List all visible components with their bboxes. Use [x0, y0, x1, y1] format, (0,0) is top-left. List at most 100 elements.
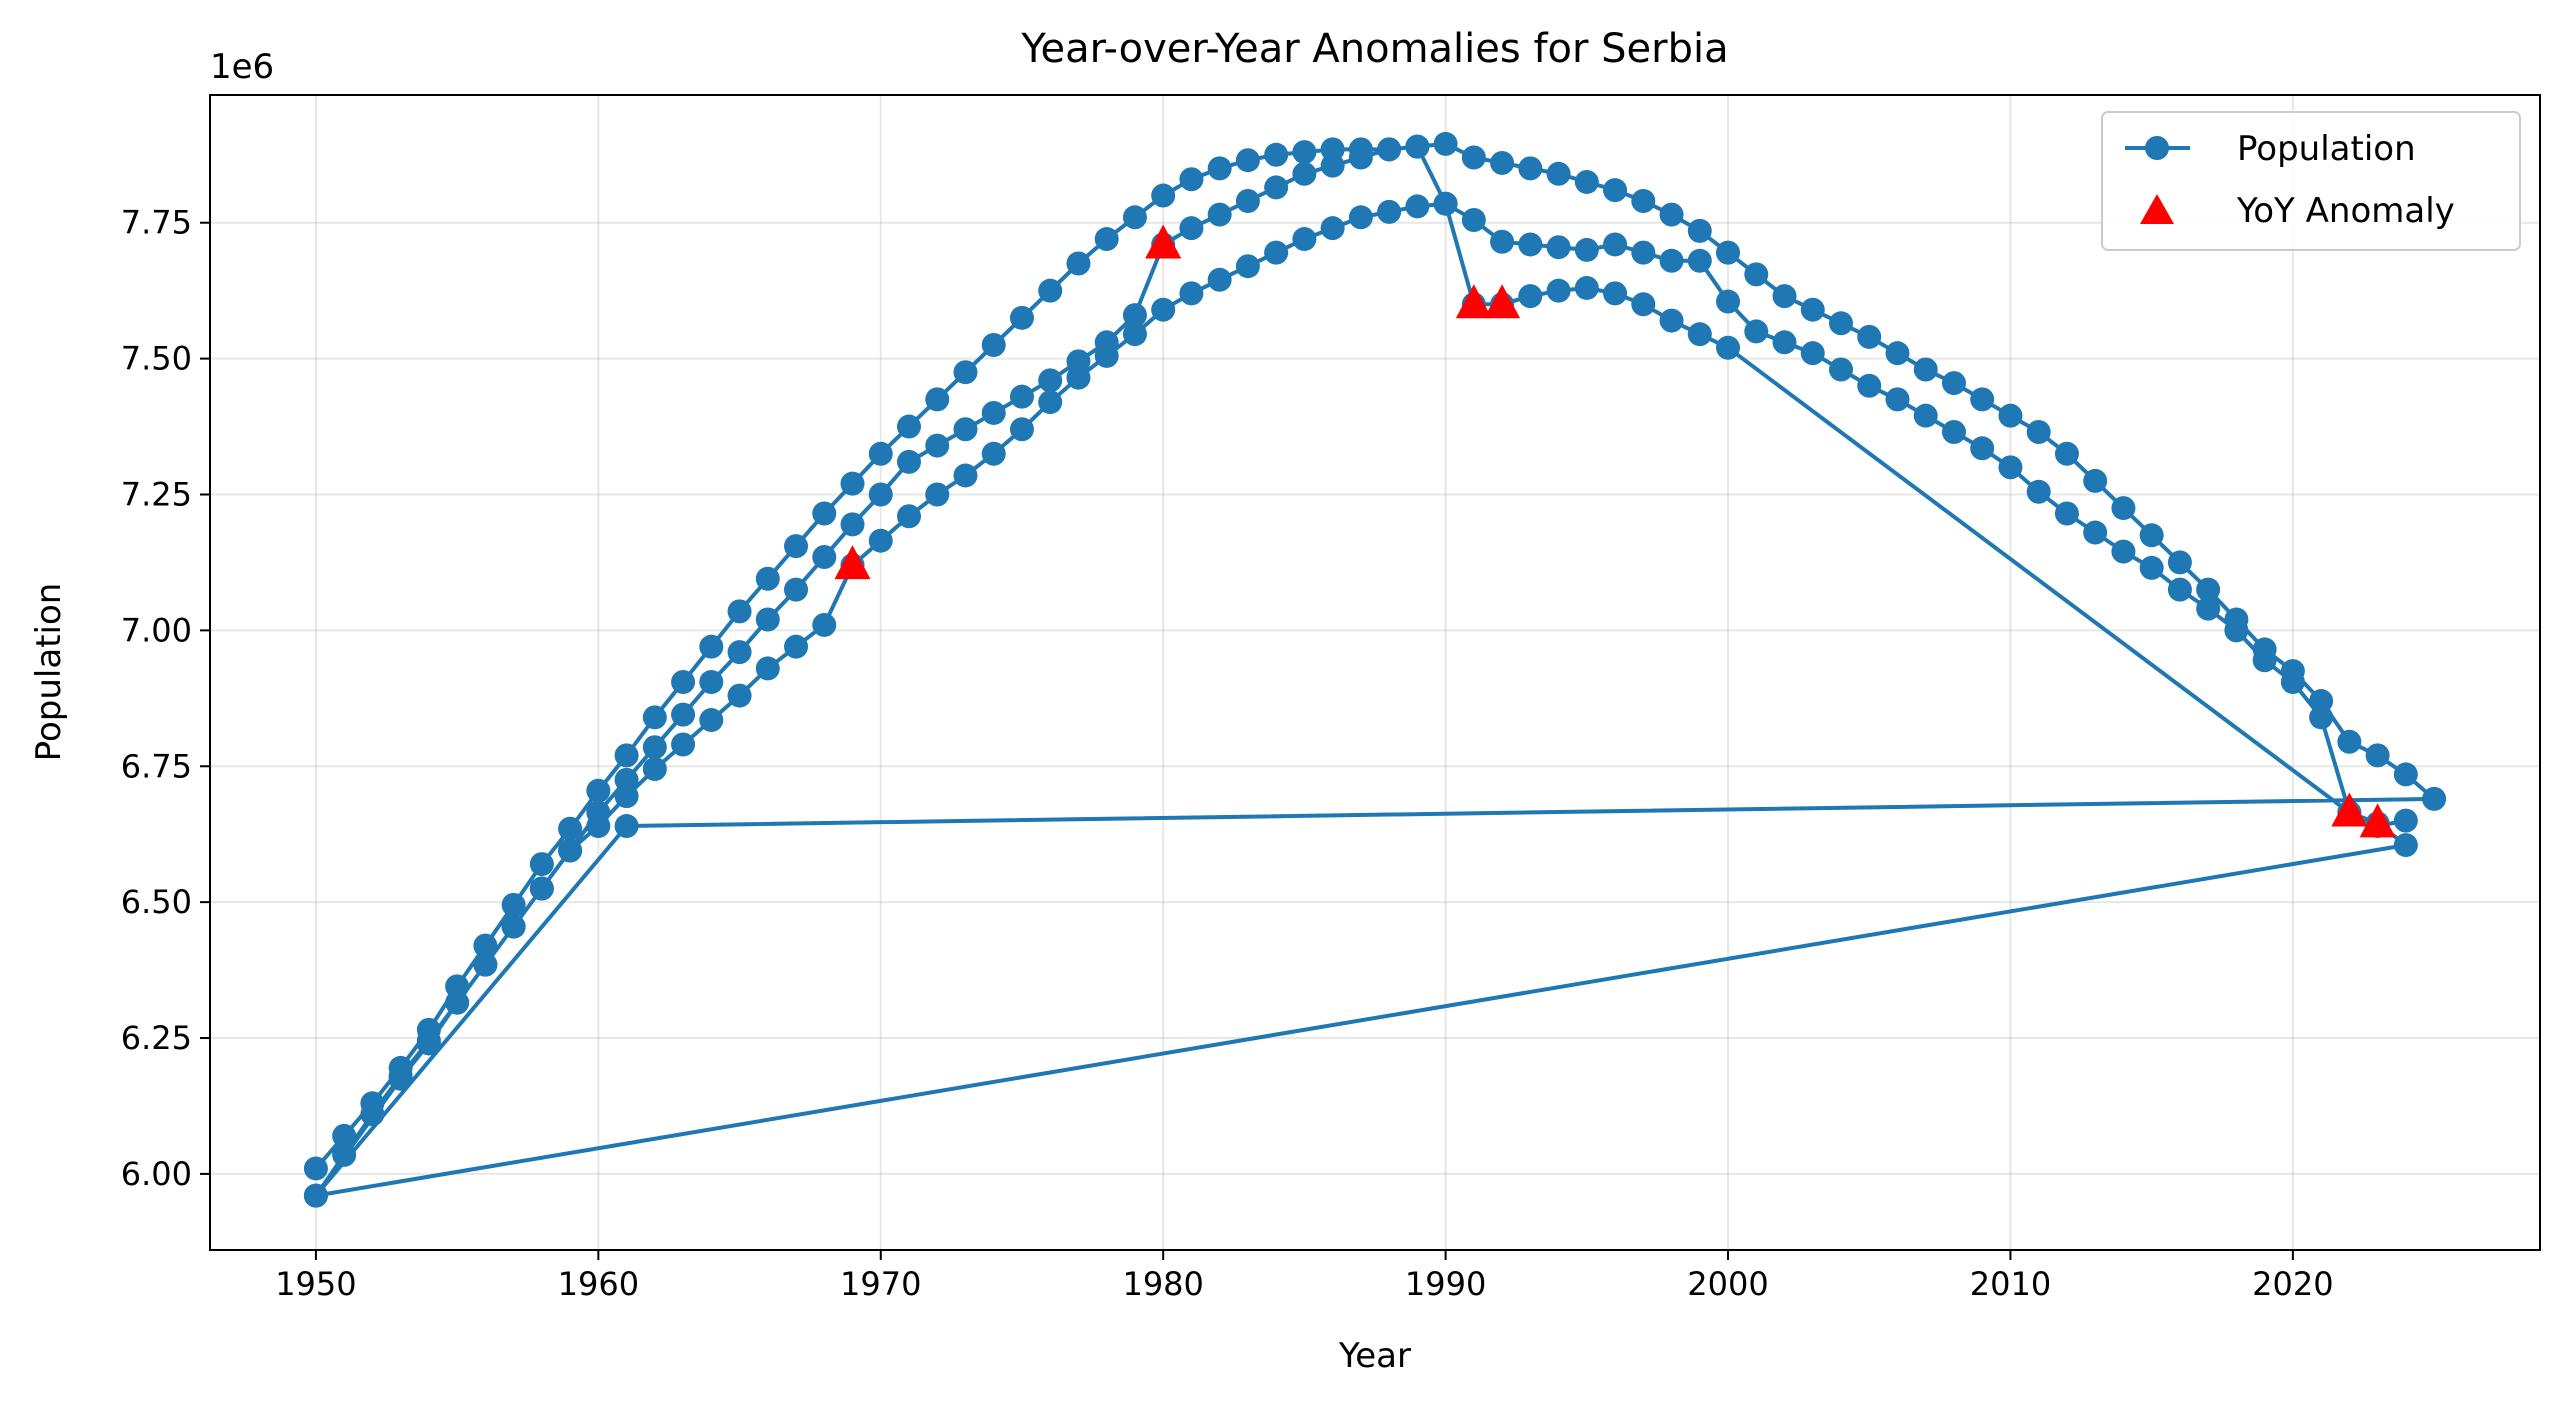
population-point	[1038, 278, 1063, 303]
population-point	[1574, 275, 1599, 300]
population-point	[2422, 786, 2447, 811]
population-point	[1094, 343, 1119, 368]
legend-box	[2101, 111, 2521, 251]
population-point	[2054, 501, 2079, 526]
legend-marker-population	[2145, 136, 2169, 160]
population-point	[501, 914, 526, 939]
population-point	[614, 743, 639, 768]
population-point	[1885, 341, 1910, 366]
population-point	[2309, 705, 2334, 730]
population-point	[755, 607, 780, 632]
population-point	[332, 1123, 357, 1148]
population-point	[727, 683, 752, 708]
population-point	[1574, 169, 1599, 194]
y-axis-label: Population	[29, 583, 69, 762]
chart-title: Year-over-Year Anomalies for Serbia	[1020, 26, 1728, 72]
population-point	[1857, 373, 1882, 398]
population-point	[586, 814, 611, 839]
population-point	[1264, 175, 1289, 200]
population-point	[529, 876, 554, 901]
population-point	[755, 566, 780, 591]
population-point	[1998, 403, 2023, 428]
population-point	[981, 400, 1006, 425]
population-point	[1659, 202, 1684, 227]
population-point	[1772, 330, 1797, 355]
legend-marker-anomaly	[2140, 194, 2174, 224]
plot-frame	[209, 94, 2541, 1251]
population-point	[473, 952, 498, 977]
x-tick-label: 2010	[1970, 1265, 2051, 1303]
population-point	[868, 482, 893, 507]
population-point	[1800, 297, 1825, 322]
population-point	[953, 417, 978, 442]
population-point	[2196, 596, 2221, 621]
population-point	[784, 577, 809, 602]
population-point	[1038, 390, 1063, 415]
population-point	[1941, 371, 1966, 396]
population-point	[1631, 292, 1656, 317]
population-point	[1461, 145, 1486, 170]
population-point	[2083, 520, 2108, 545]
population-point	[981, 333, 1006, 358]
population-point	[2252, 648, 2277, 673]
population-point	[2280, 670, 2305, 695]
population-point	[473, 933, 498, 958]
population-point	[1207, 156, 1232, 181]
population-point	[671, 732, 696, 757]
population-point	[614, 784, 639, 809]
population-point	[1716, 289, 1741, 314]
population-point	[1546, 235, 1571, 260]
population-point	[925, 433, 950, 458]
population-point	[2111, 496, 2136, 521]
population-point	[1207, 267, 1232, 292]
population-point	[1546, 161, 1571, 186]
population-point	[416, 1031, 441, 1056]
population-point	[1716, 335, 1741, 360]
population-point	[812, 612, 837, 637]
population-point	[1800, 341, 1825, 366]
population-point	[1885, 387, 1910, 412]
population-point	[1970, 436, 1995, 461]
population-point	[1235, 188, 1260, 213]
population-point	[1179, 216, 1204, 241]
y-tick-label: 6.00	[121, 1155, 192, 1193]
population-point	[1038, 368, 1063, 393]
population-point	[1066, 251, 1091, 276]
population-point	[1320, 216, 1345, 241]
legend-label-anomaly: YoY Anomaly	[2236, 191, 2455, 231]
population-point	[784, 534, 809, 559]
population-point	[1066, 365, 1091, 390]
population-point	[2393, 762, 2418, 787]
population-point	[2139, 555, 2164, 580]
population-point	[1631, 240, 1656, 265]
population-point	[1913, 403, 1938, 428]
x-tick-label: 2000	[1687, 1265, 1768, 1303]
population-point	[2365, 743, 2390, 768]
population-point	[2139, 523, 2164, 548]
population-point	[1235, 254, 1260, 279]
population-point	[303, 1183, 328, 1208]
population-point	[1941, 419, 1966, 444]
population-point	[1235, 148, 1260, 173]
population-point	[1292, 227, 1317, 252]
axes: 1950 1960 1970 1980 1990 2000 2010 2020 6.00 6.25…	[121, 204, 2334, 1303]
population-point	[2167, 577, 2192, 602]
anomaly-marker	[1145, 224, 1182, 259]
population-point	[1518, 284, 1543, 309]
population-point	[699, 708, 724, 733]
y-tick-label: 6.50	[121, 883, 192, 921]
population-point	[671, 670, 696, 695]
population-point	[755, 656, 780, 681]
population-point	[699, 634, 724, 659]
population-point	[2083, 468, 2108, 493]
population-point	[1913, 357, 1938, 382]
population-point	[925, 387, 950, 412]
population-point	[1716, 240, 1741, 265]
grid	[210, 95, 2540, 1250]
population-point	[1009, 384, 1034, 409]
population-point	[642, 756, 667, 781]
x-tick-label: 1990	[1405, 1265, 1486, 1303]
population-point	[840, 471, 865, 496]
population-point	[1603, 281, 1628, 306]
population-point	[1405, 194, 1430, 219]
